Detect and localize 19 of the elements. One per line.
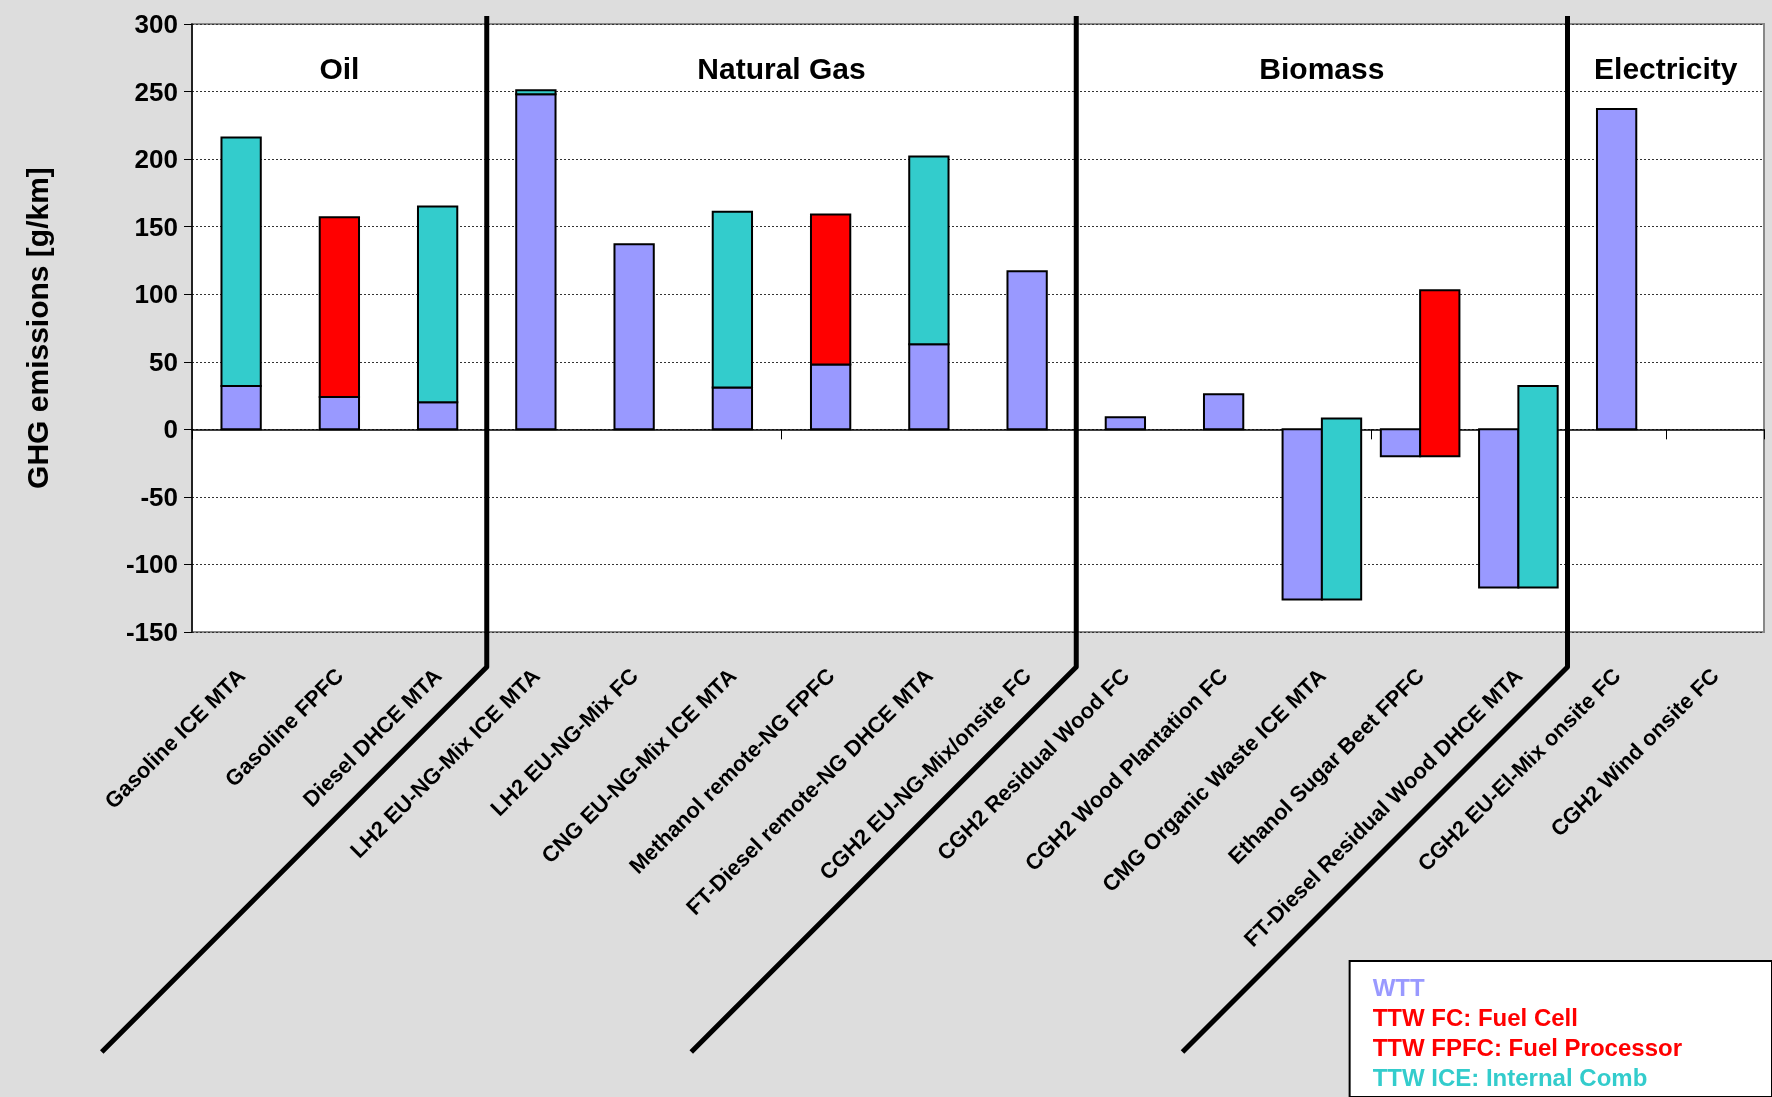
text: TTW FPFC: Fuel Processor: [1372, 1033, 1683, 1061]
y-tick-label: -150: [125, 617, 178, 647]
y-tick-label: 150: [134, 211, 178, 242]
y-tick-label: 0: [163, 414, 178, 445]
y-tick-label: 100: [134, 279, 178, 310]
annotation: Oil: [319, 51, 360, 85]
y-tick-label: -50: [140, 481, 178, 512]
y-tick-label: 250: [134, 76, 178, 107]
y-tick-label: -100: [125, 549, 178, 580]
annotation: Biomass: [1259, 51, 1385, 85]
y-tick-label: 300: [134, 9, 178, 39]
y-tick-label: 50: [149, 346, 178, 377]
annotation: Electricity: [1594, 51, 1738, 85]
y-axis-title: GHG emissions [g/km]: [20, 167, 54, 489]
y-tick-label: 200: [134, 144, 178, 175]
text: WTT: [1372, 973, 1425, 1001]
annotation: Natural Gas: [697, 51, 866, 85]
text: TTW ICE: Internal Comb: [1372, 1063, 1648, 1091]
legend-label: TTW FC: Fuel Cell: [1372, 1003, 1578, 1031]
